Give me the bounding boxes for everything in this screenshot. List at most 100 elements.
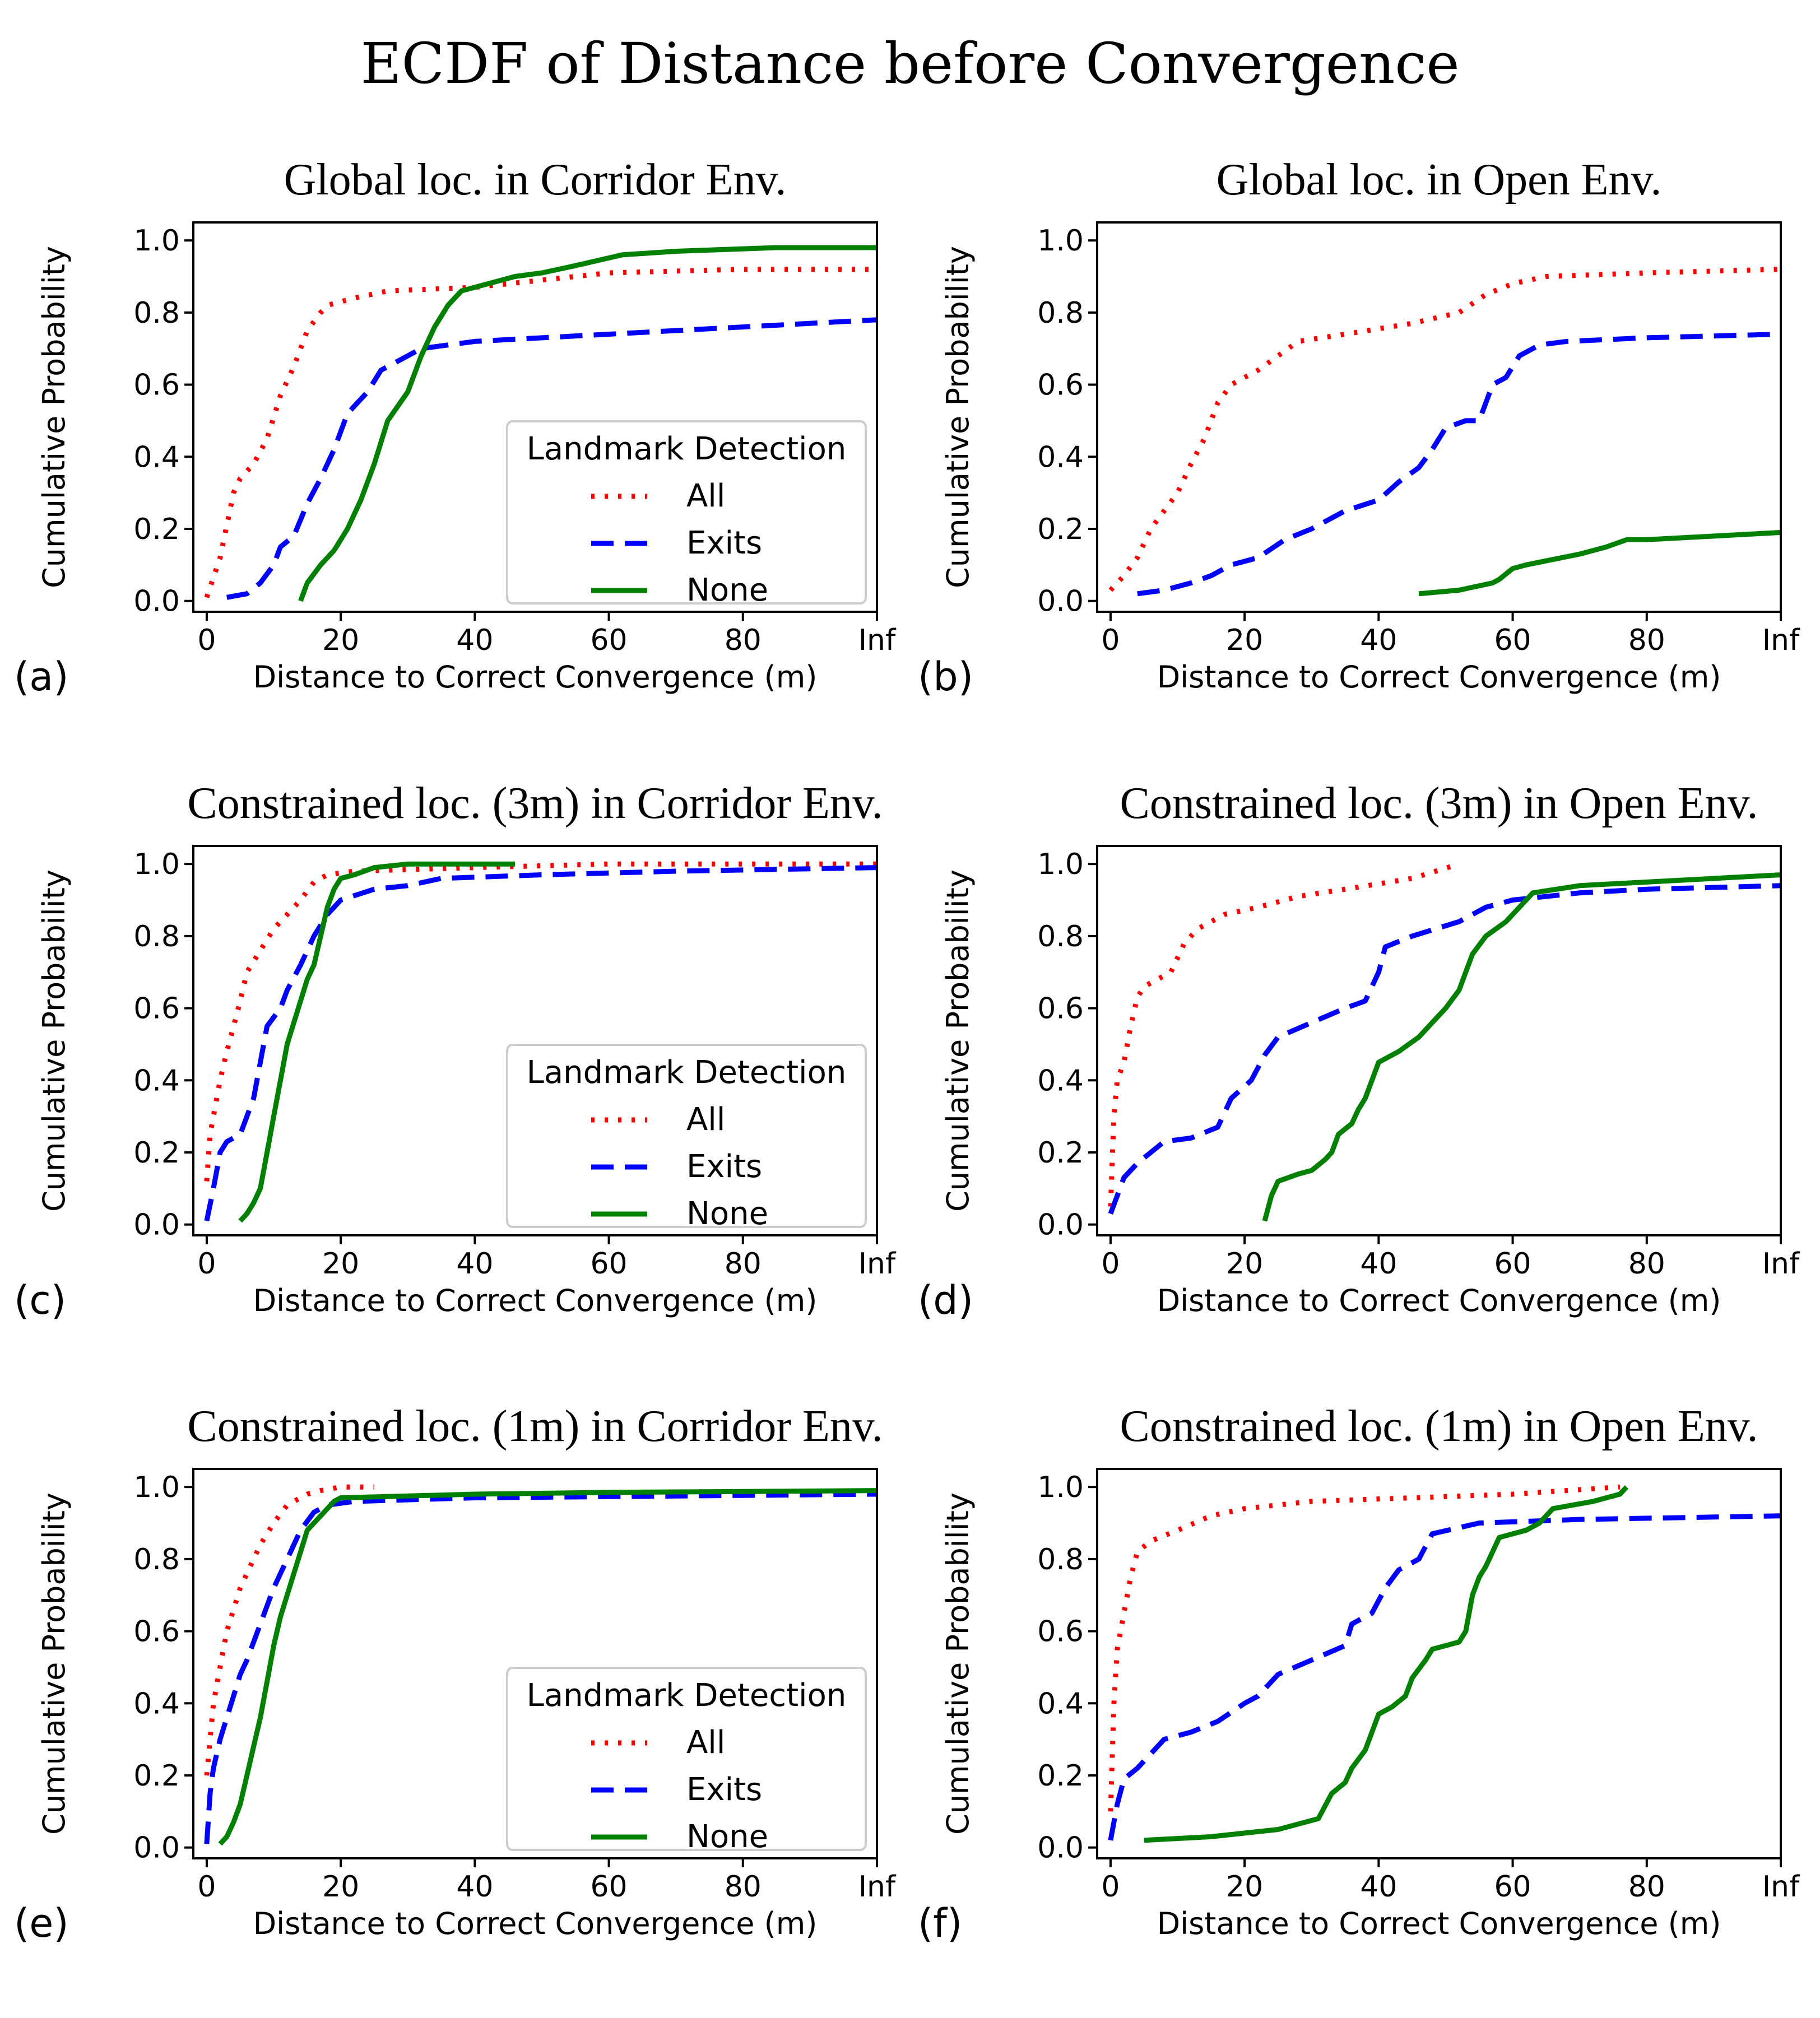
- y-tick-label: 0.6: [1037, 369, 1084, 402]
- x-tick-label: 40: [456, 1870, 493, 1904]
- y-tick-label: 0.8: [1037, 1543, 1084, 1577]
- y-tick-label: 0.4: [133, 1064, 180, 1098]
- y-tick-label: 0.2: [1037, 1136, 1084, 1170]
- y-tick-label: 0.2: [133, 1759, 180, 1793]
- y-tick-label: 0.6: [1037, 1615, 1084, 1649]
- chart-panel-a: Global loc. in Corridor Env. 0 20 40 60 80 Inf…: [14, 155, 897, 700]
- y-axis-label: Cumulative Probability: [36, 246, 72, 588]
- chart-panel-e: Constrained loc. (1m) in Corridor Env. 0 2…: [14, 1402, 897, 1946]
- y-tick-label: 0.4: [1037, 440, 1084, 474]
- x-tick-label: Inf: [858, 624, 897, 657]
- legend-frame: [506, 420, 867, 605]
- x-tick-label: 0: [1101, 1247, 1120, 1281]
- legend-title: Landmark Detection: [527, 1054, 847, 1091]
- x-axis-label: Distance to Correct Convergence (m): [253, 1283, 818, 1318]
- y-tick-label: 0.8: [1037, 296, 1084, 330]
- y-tick-label: 0.6: [1037, 992, 1084, 1026]
- x-tick-label: 60: [1494, 1870, 1531, 1904]
- y-axis-label: Cumulative Probability: [36, 1492, 72, 1835]
- y-tick-label: 1.0: [133, 848, 180, 881]
- y-tick-label: 0.8: [133, 296, 180, 330]
- axes-frame: [1096, 221, 1782, 613]
- x-tick-label: 60: [590, 1870, 627, 1904]
- y-tick-label: 1.0: [1037, 848, 1084, 881]
- y-tick-label: 0.4: [1037, 1064, 1084, 1098]
- y-tick-label: 0.2: [133, 1136, 180, 1170]
- panel-title: Constrained loc. (3m) in Open Env.: [1120, 779, 1758, 828]
- legend-frame: [506, 1667, 867, 1851]
- x-tick-label: 20: [322, 624, 359, 657]
- x-tick-label: 20: [322, 1870, 359, 1904]
- y-tick-label: 0.4: [133, 1687, 180, 1721]
- panel-title: Constrained loc. (1m) in Open Env.: [1120, 1402, 1758, 1451]
- x-tick-label: Inf: [1762, 624, 1800, 657]
- y-tick-label: 0.8: [133, 920, 180, 954]
- figure-title: ECDF of Distance before Convergence: [360, 31, 1459, 96]
- axes-frame: [192, 221, 878, 613]
- x-axis-label: Distance to Correct Convergence (m): [1157, 1906, 1721, 1941]
- series-line-none: [1418, 529, 1781, 597]
- y-tick-label: 0.4: [1037, 1687, 1084, 1721]
- chart-panel-f: Constrained loc. (1m) in Open Env. 0 20 40 6…: [918, 1402, 1800, 1946]
- series-line-exits: [204, 1491, 877, 1844]
- panel-title: Constrained loc. (3m) in Corridor Env.: [187, 779, 883, 828]
- y-tick-label: 0.6: [133, 369, 180, 402]
- panel-label: (c): [14, 1277, 66, 1323]
- y-tick-label: 0.6: [133, 992, 180, 1026]
- legend: Landmark Detection All Exits None: [506, 420, 867, 608]
- legend-title: Landmark Detection: [527, 1677, 847, 1714]
- x-tick-label: 20: [322, 1247, 359, 1281]
- x-tick-label: 20: [1226, 1870, 1263, 1904]
- series-line-none: [1144, 1485, 1629, 1843]
- series-line-exits: [1108, 1513, 1781, 1841]
- x-tick-label: 20: [1226, 624, 1263, 657]
- panel-label: (e): [14, 1900, 69, 1946]
- x-tick-label: Inf: [1762, 1247, 1800, 1281]
- x-axis-label: Distance to Correct Convergence (m): [253, 659, 818, 695]
- y-tick-label: 0.8: [1037, 920, 1084, 954]
- series-line-exits: [226, 317, 877, 600]
- x-tick-label: Inf: [858, 1870, 897, 1904]
- y-tick-label: 0.0: [133, 585, 180, 619]
- series-line-all: [204, 861, 877, 1182]
- chart-panels: Global loc. in Corridor Env. 0 20 40 60 80 Inf…: [14, 155, 1800, 1946]
- y-tick-label: 0.8: [133, 1543, 180, 1577]
- x-tick-label: 20: [1226, 1247, 1263, 1281]
- y-tick-label: 1.0: [133, 224, 180, 258]
- axes-frame: [1096, 1468, 1782, 1859]
- panel-label: (d): [918, 1277, 973, 1323]
- panel-label: (a): [14, 654, 69, 700]
- y-tick-label: 0.0: [1037, 1208, 1084, 1242]
- legend: Landmark Detection All Exits None: [506, 1667, 867, 1855]
- x-tick-label: 0: [1101, 624, 1120, 657]
- legend-label-none: None: [686, 1819, 768, 1855]
- series-line-none: [238, 861, 516, 1223]
- y-tick-label: 0.0: [133, 1208, 180, 1242]
- series-line-none: [1262, 872, 1781, 1222]
- series-line-all: [1108, 267, 1781, 592]
- x-tick-label: 80: [1628, 624, 1665, 657]
- axes-frame: [1096, 845, 1782, 1236]
- y-tick-label: 0.4: [133, 440, 180, 474]
- series-line-exits: [204, 865, 877, 1222]
- x-tick-label: 80: [725, 624, 762, 657]
- series-line-none: [298, 245, 877, 602]
- x-axis-label: Distance to Correct Convergence (m): [253, 1906, 818, 1941]
- x-tick-label: Inf: [1762, 1870, 1800, 1904]
- x-tick-label: 60: [590, 624, 627, 657]
- x-tick-label: 40: [1360, 1870, 1397, 1904]
- x-tick-label: 40: [1360, 624, 1397, 657]
- axes-frame: [192, 845, 878, 1236]
- legend: Landmark Detection All Exits None: [506, 1044, 867, 1232]
- y-tick-label: 0.2: [1037, 513, 1084, 546]
- y-tick-label: 1.0: [1037, 224, 1084, 258]
- y-axis-label: Cumulative Probability: [940, 246, 976, 588]
- x-tick-label: Inf: [858, 1247, 897, 1281]
- legend-title: Landmark Detection: [527, 431, 847, 467]
- panel-title: Global loc. in Corridor Env.: [284, 155, 787, 204]
- panel-title: Constrained loc. (1m) in Corridor Env.: [187, 1402, 883, 1451]
- chart-panel-b: Global loc. in Open Env. 0 20 40 60 80 Inf 0.0 0…: [918, 155, 1800, 700]
- y-tick-label: 0.2: [1037, 1759, 1084, 1793]
- series-line-none: [218, 1488, 877, 1846]
